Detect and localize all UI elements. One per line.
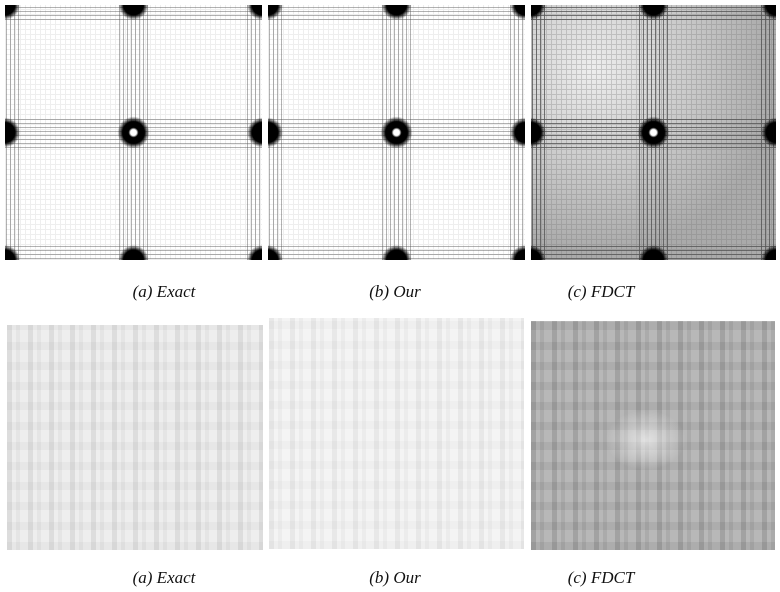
caption: (a) Exact [133,568,196,588]
image-exact [5,5,262,260]
image-fdct [531,321,775,550]
image-fdct [531,5,776,260]
caption: (b) Our [369,282,420,302]
image-exact [7,325,263,550]
caption: (b) Our [369,568,420,588]
caption: (c) FDCT [568,568,635,588]
image-our [268,5,525,260]
caption: (a) Exact [133,282,196,302]
caption: (c) FDCT [568,282,635,302]
image-our [269,318,524,549]
figure: (a) Exact (b) Our (c) FDCT (a) Exact (b)… [0,0,780,592]
